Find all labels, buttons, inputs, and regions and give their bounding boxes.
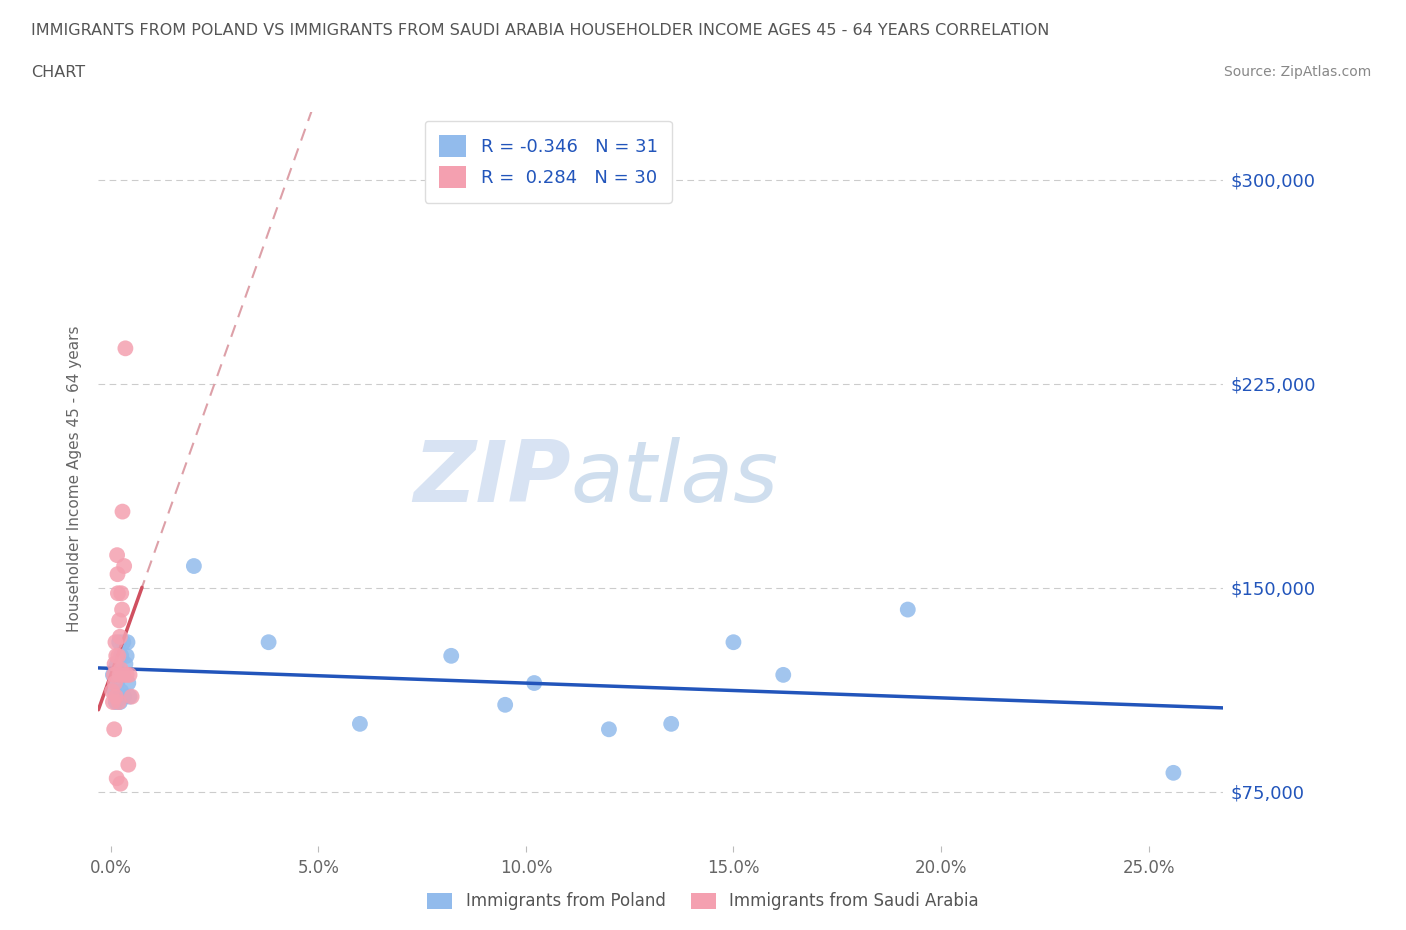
Point: [440, 648, 463, 663]
Text: Source: ZipAtlas.com: Source: ZipAtlas.com: [1223, 65, 1371, 79]
Point: [117, 635, 139, 650]
Point: [118, 689, 141, 704]
Point: [104, 662, 127, 677]
Point: [115, 668, 138, 683]
Point: [772, 668, 794, 683]
Point: [118, 668, 141, 683]
Point: [104, 695, 127, 710]
Legend: R = -0.346   N = 31, R =  0.284   N = 30: R = -0.346 N = 31, R = 0.284 N = 30: [425, 121, 672, 203]
Point: [494, 698, 516, 712]
Legend: Immigrants from Poland, Immigrants from Saudi Arabia: Immigrants from Poland, Immigrants from …: [420, 885, 986, 917]
Point: [1163, 765, 1185, 780]
Point: [101, 684, 124, 698]
Point: [107, 648, 129, 663]
Point: [114, 657, 136, 671]
Point: [108, 630, 131, 644]
Point: [107, 566, 129, 581]
Point: [108, 635, 131, 650]
Point: [112, 668, 135, 683]
Point: [108, 613, 131, 628]
Point: [110, 777, 132, 791]
Point: [104, 689, 127, 704]
Text: CHART: CHART: [31, 65, 84, 80]
Point: [101, 668, 124, 683]
Point: [108, 668, 131, 683]
Point: [105, 548, 128, 563]
Point: [103, 668, 125, 683]
Point: [112, 689, 135, 704]
Point: [659, 716, 682, 731]
Point: [111, 504, 134, 519]
Point: [110, 648, 132, 663]
Point: [111, 668, 134, 683]
Point: [117, 675, 139, 690]
Y-axis label: Householder Income Ages 45 - 64 years: Householder Income Ages 45 - 64 years: [67, 326, 83, 632]
Point: [104, 675, 127, 690]
Point: [101, 695, 124, 710]
Point: [897, 602, 920, 617]
Point: [110, 684, 132, 698]
Point: [523, 675, 546, 690]
Point: [723, 635, 745, 650]
Point: [598, 722, 620, 737]
Text: IMMIGRANTS FROM POLAND VS IMMIGRANTS FROM SAUDI ARABIA HOUSEHOLDER INCOME AGES 4: IMMIGRANTS FROM POLAND VS IMMIGRANTS FRO…: [31, 23, 1049, 38]
Point: [105, 657, 128, 671]
Point: [349, 716, 371, 731]
Point: [114, 341, 136, 356]
Point: [183, 559, 205, 574]
Point: [110, 586, 132, 601]
Point: [105, 648, 128, 663]
Point: [103, 684, 125, 698]
Point: [110, 662, 132, 677]
Point: [115, 648, 138, 663]
Point: [112, 635, 135, 650]
Point: [257, 635, 280, 650]
Point: [111, 602, 134, 617]
Point: [104, 657, 127, 671]
Point: [108, 695, 131, 710]
Point: [112, 559, 135, 574]
Text: atlas: atlas: [571, 437, 779, 521]
Point: [107, 668, 129, 683]
Point: [105, 771, 128, 786]
Point: [117, 757, 139, 772]
Point: [105, 675, 128, 690]
Point: [103, 722, 125, 737]
Point: [107, 695, 129, 710]
Point: [121, 689, 143, 704]
Point: [107, 586, 129, 601]
Point: [104, 635, 127, 650]
Text: ZIP: ZIP: [413, 437, 571, 521]
